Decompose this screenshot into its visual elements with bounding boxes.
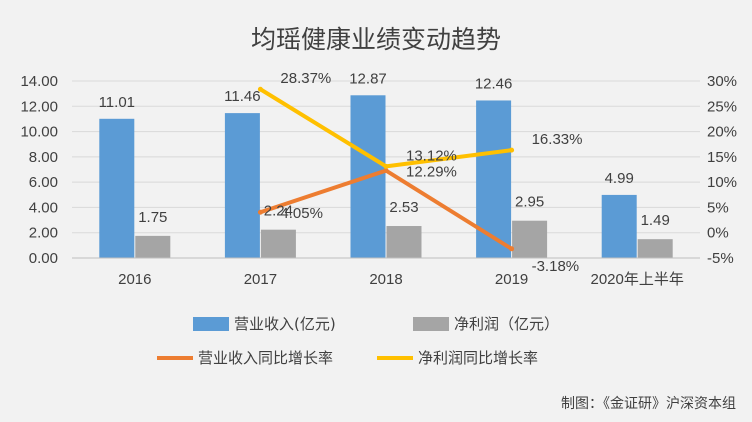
x-tick-label: 2019 [495, 271, 528, 288]
lines [257, 86, 515, 252]
legend-label: 净利润同比增长率 [418, 349, 538, 367]
profit-bar [260, 229, 296, 258]
x-tick-label: 2016 [118, 271, 151, 288]
legend-label: 营业收入(亿元) [234, 315, 336, 333]
revenue-bar [224, 113, 260, 258]
legend-swatch [193, 317, 229, 331]
y-left-tick-label: 2.00 [29, 225, 58, 242]
profit-growth-line [258, 87, 514, 169]
y-left-tick-label: 6.00 [29, 174, 58, 191]
revenue-bar-label: 12.87 [349, 70, 387, 87]
y-right-tick-label: 15% [707, 149, 737, 166]
y-right-tick-label: 10% [707, 174, 737, 191]
revenue-growth-point [257, 209, 263, 215]
profit-bar [386, 226, 422, 258]
y-right-tick-label: 20% [707, 124, 737, 141]
y-right-tick-label: 5% [707, 199, 729, 216]
y-left-tick-label: 8.00 [29, 149, 58, 166]
revenue-growth-label: -3.18% [532, 258, 580, 275]
profit-growth-point [383, 163, 389, 169]
profit-growth-label: 28.37% [280, 70, 331, 87]
revenue-growth-label: 4.05% [280, 205, 323, 222]
profit-bar-label: 2.53 [389, 199, 418, 216]
y-left-tick-label: 10.00 [20, 124, 58, 141]
y-left-tick-label: 0.00 [29, 250, 58, 267]
y-right-tick-label: 30% [707, 73, 737, 90]
revenue-bar-label: 12.46 [475, 75, 513, 92]
profit-bar-label: 1.49 [641, 212, 670, 229]
y-left-tick-label: 4.00 [29, 199, 58, 216]
profit-bar-label: 2.95 [515, 194, 544, 211]
profit-growth-label: 16.33% [532, 131, 583, 148]
revenue-bar [601, 194, 637, 258]
profit-bar-label: 2.24 [264, 203, 293, 220]
data-labels: 11.01 11.46 12.87 12.46 4.99 1.75 2.24 2.53 2.95… [99, 70, 670, 275]
legend-label: 营业收入同比增长率 [198, 349, 333, 367]
profit-bar [637, 239, 673, 258]
revenue-growth-label: 12.29% [406, 164, 457, 181]
legend-label: 净利润（亿元） [454, 315, 559, 333]
x-tick-label: 2018 [369, 271, 402, 288]
gridlines [72, 80, 700, 234]
y-right-tick-label: 25% [707, 98, 737, 115]
revenue-bar-label: 4.99 [605, 170, 634, 187]
revenue-bar-label: 11.46 [224, 88, 260, 105]
revenue-bar-label: 11.01 [99, 94, 135, 111]
source-credit: 制图：《金证研》沪深资本组 [561, 396, 736, 412]
y-right-tick-label: 0% [707, 225, 729, 242]
x-tick-label: 2020年上半年 [591, 271, 684, 288]
y-right-tick-label: -5% [707, 250, 734, 267]
profit-bar [512, 220, 548, 258]
x-tick-label: 2017 [244, 271, 277, 288]
chart-title: 均瑶健康业绩变动趋势 [251, 25, 501, 54]
revenue-growth-point [383, 168, 389, 174]
revenue-growth-point [509, 246, 515, 252]
profit-growth-label: 13.12% [406, 147, 457, 164]
y-left-tick-label: 12.00 [20, 98, 58, 115]
y-left-tick-label: 14.00 [20, 73, 58, 90]
revenue-bar [99, 118, 135, 258]
legend-swatch [413, 317, 449, 331]
bars [99, 95, 673, 258]
revenue-bar [476, 100, 512, 258]
profit-bar [135, 235, 171, 258]
axes: 0.00 2.00 4.00 6.00 8.00 10.00 12.00 14.00 -5% 0%… [20, 73, 737, 288]
legend: 营业收入(亿元) 净利润（亿元） 营业收入同比增长率 净利润同比增长率 [157, 315, 559, 367]
profit-growth-point [509, 147, 515, 153]
profit-growth-point [257, 86, 263, 92]
profit-bar-label: 1.75 [138, 209, 167, 226]
